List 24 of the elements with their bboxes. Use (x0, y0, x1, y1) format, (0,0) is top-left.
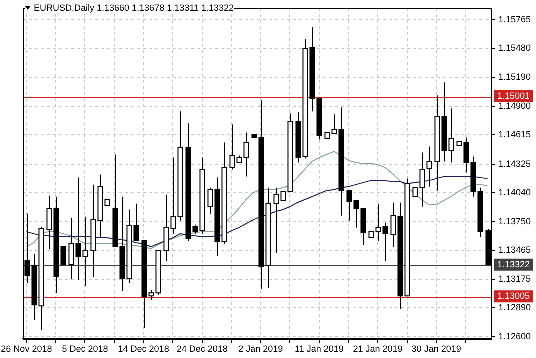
x-tick-label: 26 Nov 2018 (1, 344, 52, 354)
x-tick-label: 11 Jan 2019 (295, 344, 344, 354)
x-tick-label: 30 Jan 2019 (412, 344, 462, 354)
x-tick-label: 2 Jan 2019 (238, 344, 284, 354)
x-tick-label: 5 Dec 2018 (62, 344, 108, 354)
ref-line-label: 1.13005 (497, 291, 530, 302)
y-tick-label: 1.12890 (498, 302, 532, 313)
y-tick-label: 1.14325 (498, 158, 532, 169)
y-tick-label: 1.13175 (498, 274, 532, 284)
chart-title: EURUSD,Daily 1.13660 1.13678 1.13311 1.13322 (34, 3, 234, 13)
y-tick-label: 1.14900 (498, 101, 532, 112)
y-tick-label: 1.15190 (498, 72, 532, 82)
ref-line-label: 1.13322 (497, 259, 530, 270)
y-tick-label: 1.12600 (498, 332, 532, 342)
x-tick-label: 21 Jan 2019 (353, 344, 403, 354)
x-tick-label: 14 Dec 2018 (118, 344, 170, 354)
y-tick-label: 1.15765 (498, 14, 532, 24)
y-tick-label: 1.13750 (498, 216, 532, 226)
x-tick-label: 24 Dec 2018 (176, 344, 228, 354)
y-tick-label: 1.14615 (498, 130, 532, 140)
y-tick-label: 1.15480 (498, 42, 532, 53)
y-tick-label: 1.13465 (498, 244, 532, 255)
y-tick-label: 1.14040 (498, 187, 532, 198)
ref-line-label: 1.15001 (497, 90, 530, 101)
